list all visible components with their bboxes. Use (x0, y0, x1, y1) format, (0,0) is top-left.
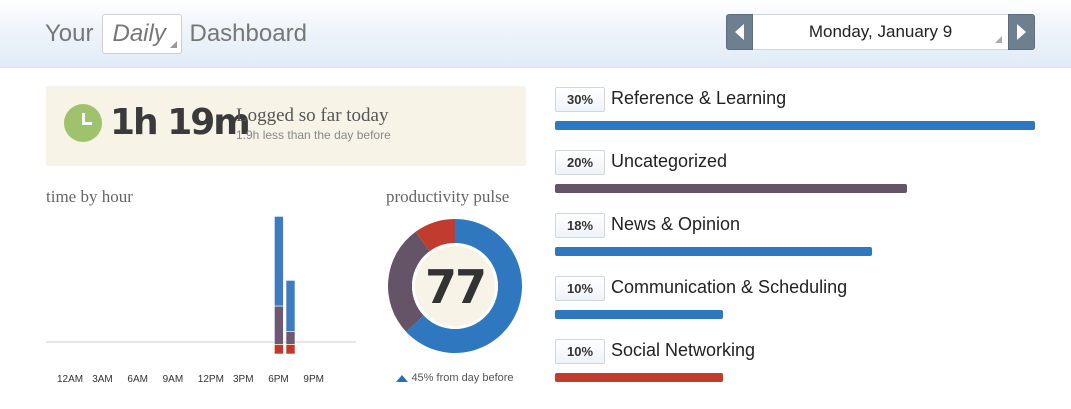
hour-bar-segment[interactable] (274, 344, 284, 355)
pulse-score: 77 (425, 260, 485, 314)
logged-time-label: Logged so far today (236, 105, 389, 126)
productivity-pulse-title: productivity pulse (386, 187, 510, 206)
pulse-center (415, 246, 495, 326)
pulse-change: 45% from day before (386, 372, 524, 384)
category-name[interactable]: Social Networking (611, 340, 756, 360)
logged-time-panel: 1h 19m Logged so far today 1.9h less tha… (46, 86, 526, 166)
category-bar (555, 247, 872, 256)
date-select-value: Monday, January 9 (808, 22, 953, 41)
pulse-change-text: 45% from day before (411, 372, 514, 384)
category-percent: 10% (555, 339, 605, 364)
next-day-button[interactable] (1008, 14, 1035, 50)
hour-tick-label: 12AM (57, 374, 83, 385)
category-bar (555, 184, 907, 193)
category-name[interactable]: Communication & Scheduling (611, 277, 848, 297)
hour-tick-label: 6AM (127, 374, 148, 385)
category-percent: 10% (555, 276, 605, 301)
category-name[interactable]: Uncategorized (611, 151, 728, 171)
logged-time-comparison: 1.9h less than the day before (236, 128, 391, 142)
arrow-right-icon (1017, 24, 1026, 40)
pulse-slice (406, 219, 522, 353)
productivity-pulse-chart: 77 (388, 219, 522, 353)
dashboard-header: Your Daily Dashboard Monday, January 9 (0, 0, 1071, 68)
category-bar (555, 310, 723, 319)
hour-bar-segment[interactable] (285, 280, 296, 332)
category-percent: 20% (555, 150, 605, 175)
category-percent: 18% (555, 213, 605, 238)
title-prefix: Your (45, 20, 94, 47)
time-by-hour-title: time by hour (46, 187, 133, 206)
dropdown-corner-icon (169, 41, 177, 48)
previous-day-button[interactable] (726, 14, 753, 50)
period-select-value: Daily (112, 20, 166, 47)
page-title: Your Daily Dashboard (45, 14, 307, 54)
dropdown-corner-icon (995, 36, 1002, 43)
hour-bar-segment[interactable] (274, 216, 284, 307)
pulse-slice (415, 219, 455, 252)
up-arrow-icon (396, 374, 409, 382)
hour-tick-label: 9PM (303, 374, 324, 385)
hour-bar-segment[interactable] (274, 305, 284, 345)
arrow-left-icon (735, 24, 744, 40)
category-name[interactable]: Reference & Learning (611, 88, 787, 108)
hour-tick-label: 3AM (92, 374, 113, 385)
hour-bar-segment[interactable] (285, 331, 296, 345)
hour-tick-label: 9AM (163, 374, 184, 385)
time-by-hour-chart: 12AM 3AM 6AM 9AM 12PM 3PM 6PM 9PM (46, 216, 356, 385)
category-name[interactable]: News & Opinion (611, 214, 741, 234)
date-navigator: Monday, January 9 (726, 14, 1035, 50)
hour-tick-label: 6PM (268, 374, 289, 385)
category-percent: 30% (555, 87, 605, 112)
category-bar (555, 121, 1035, 130)
hour-tick-label: 12PM (198, 374, 224, 385)
date-select[interactable]: Monday, January 9 (753, 14, 1008, 50)
title-suffix: Dashboard (189, 20, 307, 47)
hour-tick-label: 3PM (233, 374, 254, 385)
period-select[interactable]: Daily (101, 14, 182, 54)
hour-bar-segment[interactable] (285, 344, 296, 355)
category-bar (555, 373, 723, 382)
clock-icon (64, 104, 102, 142)
logged-time-value: 1h 19m (110, 102, 251, 143)
pulse-slice (388, 231, 430, 332)
